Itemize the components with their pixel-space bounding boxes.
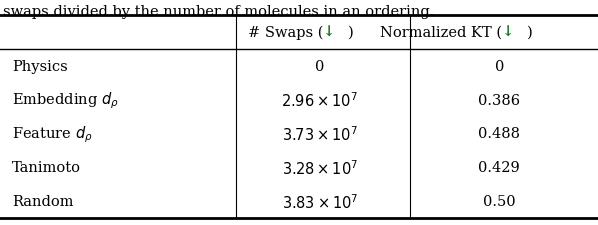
Text: ↓: ↓ bbox=[323, 26, 335, 40]
Text: $2.96 \times 10^7$: $2.96 \times 10^7$ bbox=[282, 91, 358, 109]
Text: Tanimoto: Tanimoto bbox=[12, 161, 81, 175]
Text: Feature $d_{\rho}$: Feature $d_{\rho}$ bbox=[12, 124, 93, 144]
Text: # Swaps (: # Swaps ( bbox=[248, 25, 323, 40]
Text: $3.83 \times 10^7$: $3.83 \times 10^7$ bbox=[282, 192, 358, 211]
Text: 0: 0 bbox=[495, 59, 504, 73]
Text: 0.488: 0.488 bbox=[478, 127, 520, 141]
Text: 0.386: 0.386 bbox=[478, 93, 520, 107]
Text: Random: Random bbox=[12, 194, 74, 208]
Text: ): ) bbox=[527, 26, 533, 40]
Text: swaps divided by the number of molecules in an ordering.: swaps divided by the number of molecules… bbox=[3, 4, 434, 18]
Text: ): ) bbox=[348, 26, 354, 40]
Text: Physics: Physics bbox=[12, 59, 68, 73]
Text: Embedding $d_{\rho}$: Embedding $d_{\rho}$ bbox=[12, 90, 119, 110]
Text: 0.50: 0.50 bbox=[483, 194, 515, 208]
Text: ↓: ↓ bbox=[502, 26, 514, 40]
Text: Normalized KT (: Normalized KT ( bbox=[380, 26, 502, 40]
Text: $3.28 \times 10^7$: $3.28 \times 10^7$ bbox=[282, 158, 358, 177]
Text: $3.73 \times 10^7$: $3.73 \times 10^7$ bbox=[282, 125, 358, 143]
Text: 0: 0 bbox=[315, 59, 325, 73]
Text: 0.429: 0.429 bbox=[478, 161, 520, 175]
